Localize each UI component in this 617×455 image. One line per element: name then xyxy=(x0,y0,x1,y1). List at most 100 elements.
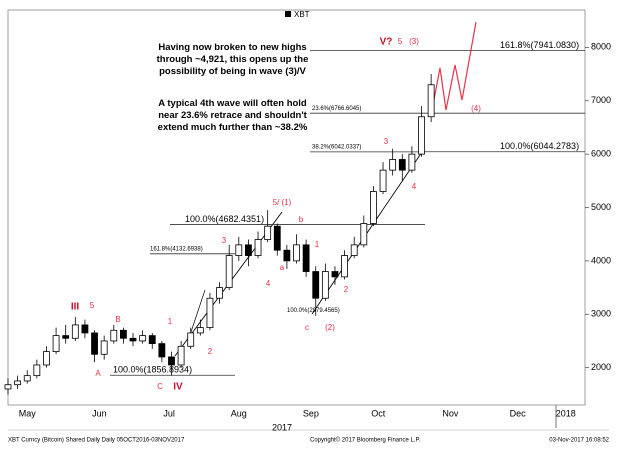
candle-body xyxy=(33,364,41,377)
candle-body xyxy=(273,225,281,251)
wave-label: 3 xyxy=(384,137,389,146)
note: Having now broken to new highs through ~… xyxy=(156,42,309,77)
candle-body xyxy=(4,384,12,390)
y-tick-label: 7000 xyxy=(591,95,611,105)
candle-body xyxy=(177,345,185,366)
candle-body xyxy=(283,249,291,262)
candle-body xyxy=(129,337,137,342)
footer-source: XBT Curncy (Bitcoin) Shared Daily Daily … xyxy=(8,438,185,444)
x-tick-label: Aug xyxy=(231,408,247,418)
candle-body xyxy=(312,271,320,299)
level-label: 100.0%(1856.8934) xyxy=(113,365,192,375)
candle-body xyxy=(350,244,358,256)
candle-body xyxy=(148,335,156,345)
wave-label: 1 xyxy=(315,240,320,249)
footer-copyright: Copyright© 2017 Bloomberg Finance L.P. xyxy=(310,437,421,444)
footer-timestamp: 03-Nov-2017 16:08:52 xyxy=(549,438,609,444)
candle-body xyxy=(225,255,233,288)
candle-body xyxy=(398,159,406,171)
wave-label: a xyxy=(280,263,285,272)
wave-label: III xyxy=(71,302,80,313)
candle-body xyxy=(206,297,214,329)
candle-body xyxy=(370,191,377,224)
level-label: 23.6%(6766.6045) xyxy=(312,106,361,112)
candle-body xyxy=(110,329,118,342)
candle-body xyxy=(23,375,31,382)
candle-body xyxy=(264,225,272,240)
candle-body xyxy=(52,335,60,353)
candle-body xyxy=(360,223,368,246)
x-tick-label: Jun xyxy=(92,408,107,418)
wave-label: IV xyxy=(173,382,183,393)
x-tick-label: Jul xyxy=(163,408,175,418)
candle-body xyxy=(139,335,147,342)
candle-body xyxy=(302,244,310,272)
candle-body xyxy=(341,255,348,278)
year-label: 2017 xyxy=(272,422,292,432)
x-tick-label: Oct xyxy=(371,408,386,418)
level-label: 38.2%(6042.0337) xyxy=(312,144,361,150)
candle-body xyxy=(81,324,89,334)
wave-label: (2) xyxy=(325,323,335,332)
x-tick-label: May xyxy=(19,408,37,418)
candle-body xyxy=(254,239,262,256)
candle-body xyxy=(14,380,22,386)
x-tick-label: 2018 xyxy=(556,408,576,418)
wave-label: V? xyxy=(380,37,393,48)
wave-label: 4 xyxy=(266,279,271,288)
level-label: 100.0%(2979.4565) xyxy=(287,308,340,314)
candle-body xyxy=(120,329,127,339)
y-tick-label: 8000 xyxy=(591,42,611,52)
candle-body xyxy=(216,287,223,299)
candle-body xyxy=(235,244,243,256)
wave-label: B xyxy=(115,315,120,324)
candle-body xyxy=(293,244,300,262)
candle-body xyxy=(196,327,204,334)
wave-label: 1 xyxy=(168,317,173,326)
projection-path xyxy=(431,21,477,111)
level-label: 161.8%(7941.0830) xyxy=(500,40,579,50)
legend-label: XBT xyxy=(294,10,310,19)
candle-body xyxy=(43,351,50,366)
note: A typical 4th wave will often hold near … xyxy=(157,98,308,133)
trend-line xyxy=(189,289,206,336)
candle-body xyxy=(408,153,416,171)
candle-body xyxy=(379,169,387,192)
y-tick-label: 2000 xyxy=(591,362,611,372)
wave-label: A xyxy=(95,369,101,378)
wave-label: 5 xyxy=(90,301,95,310)
x-tick-label: Nov xyxy=(442,408,459,418)
wave-label: 2 xyxy=(344,285,349,294)
wave-label: 5 xyxy=(398,37,403,46)
candle-body xyxy=(427,84,435,118)
wave-label: C xyxy=(157,382,163,391)
y-tick-label: 4000 xyxy=(591,255,611,265)
candle-body xyxy=(331,271,339,278)
wave-label: b xyxy=(299,215,304,224)
candle-body xyxy=(62,335,70,339)
y-tick-label: 5000 xyxy=(591,202,611,212)
level-label: 100.0%(4682.4351) xyxy=(185,214,264,224)
wave-label: 2 xyxy=(208,347,213,356)
wave-label: 4 xyxy=(412,182,417,191)
candle-body xyxy=(389,159,397,171)
y-tick-label: 6000 xyxy=(591,148,611,158)
y-tick-label: 3000 xyxy=(591,309,611,319)
candle-body xyxy=(71,324,79,339)
wave-label: c xyxy=(305,323,309,332)
wave-label: (4) xyxy=(471,104,481,113)
candle-body xyxy=(418,116,425,155)
x-tick-label: Sep xyxy=(303,408,319,418)
candle-body xyxy=(187,332,195,347)
wave-label: (3) xyxy=(409,37,419,46)
wave-label: 3 xyxy=(222,236,227,245)
legend-swatch xyxy=(285,11,291,17)
candle-body xyxy=(100,340,108,355)
level-label: 100.0%(6044.2783) xyxy=(500,141,579,151)
candle-body xyxy=(158,343,166,358)
candle-body xyxy=(168,356,175,366)
level-label: 161.8%(4132.6938) xyxy=(150,246,203,252)
candle-body xyxy=(91,332,98,355)
